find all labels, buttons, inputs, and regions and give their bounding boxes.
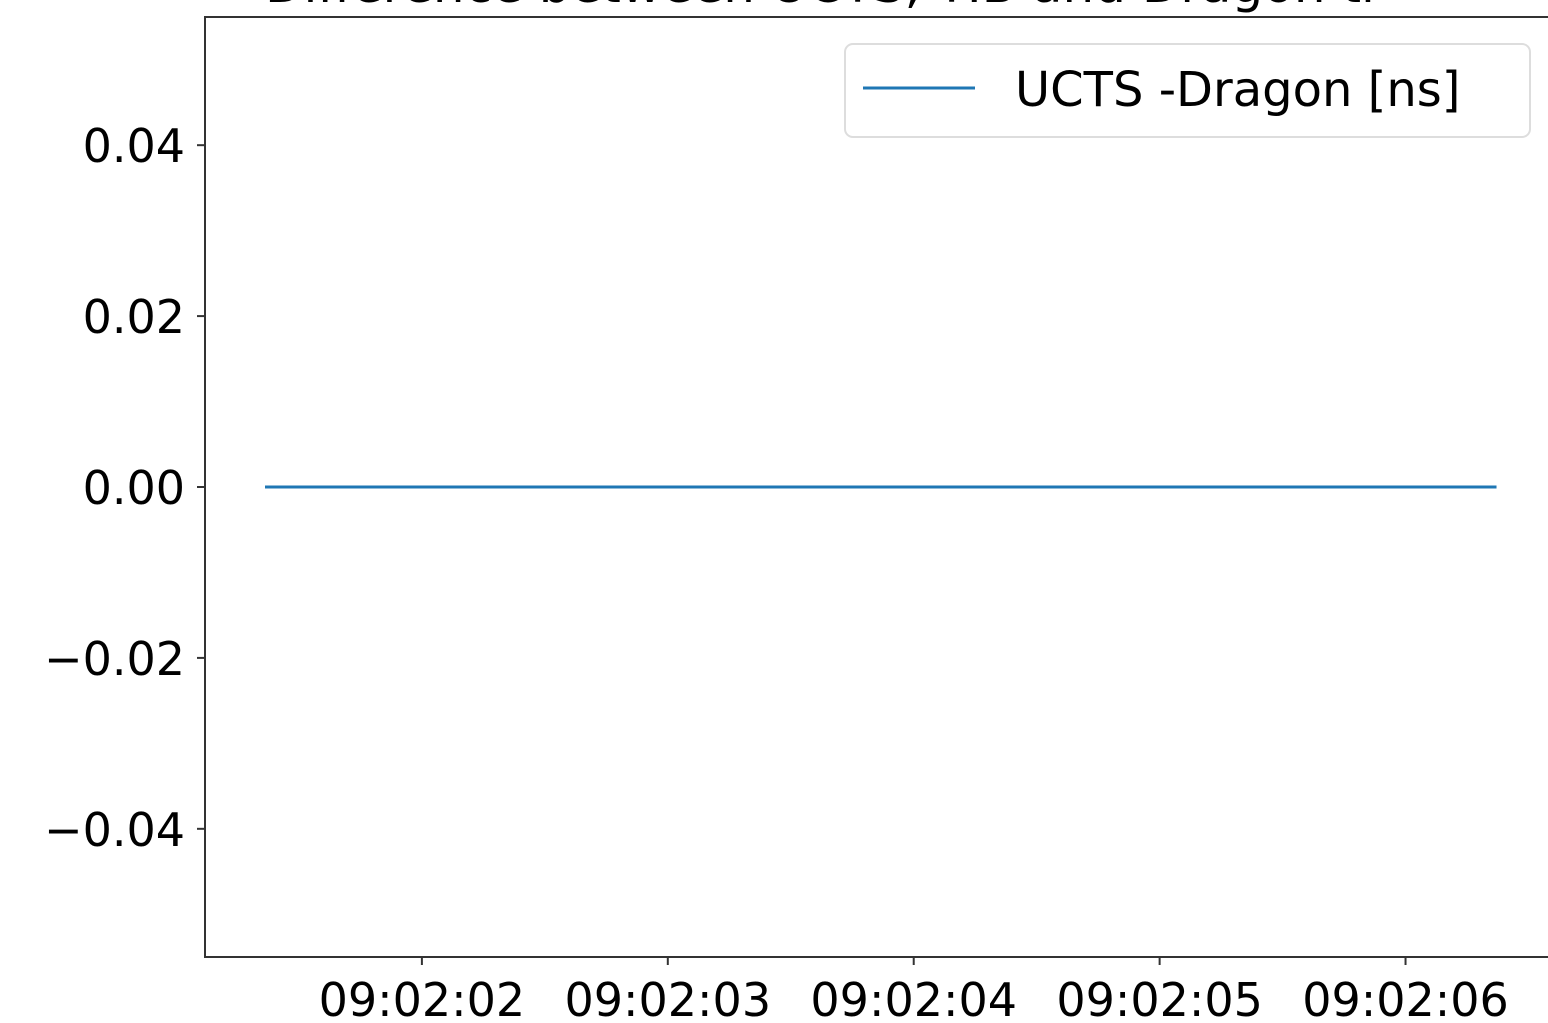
x-tick-label: 09:02:05 [1056, 973, 1263, 1023]
y-tick-label: 0.00 [83, 461, 185, 515]
y-tick-label: 0.04 [83, 119, 185, 173]
y-tick-label: −0.04 [44, 803, 185, 857]
x-tick-label: 09:02:06 [1302, 973, 1509, 1023]
legend-box [844, 43, 1531, 138]
legend-label: UCTS -Dragon [ns] [1015, 62, 1461, 118]
y-tick-label: 0.02 [83, 290, 185, 344]
x-tick-label: 09:02:02 [319, 973, 526, 1023]
y-tick-label: −0.02 [44, 632, 185, 686]
x-tick-label: 09:02:04 [810, 973, 1017, 1023]
x-tick-label: 09:02:03 [564, 973, 771, 1023]
chart-title: Difference between UCTS, TIB and Dragon … [265, 0, 1375, 14]
